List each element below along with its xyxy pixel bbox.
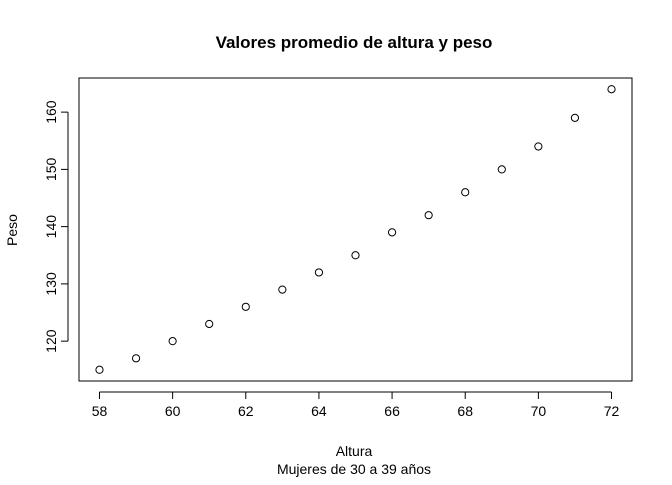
y-tick-label: 160 xyxy=(43,100,59,124)
data-point xyxy=(168,337,177,346)
data-point xyxy=(424,211,433,220)
x-tick-label: 66 xyxy=(384,403,400,419)
data-point xyxy=(534,142,543,151)
x-tick-label: 72 xyxy=(604,403,620,419)
data-point xyxy=(205,319,214,329)
x-tick-label: 60 xyxy=(165,403,181,419)
x-tick-label: 58 xyxy=(92,403,108,419)
x-axis-label: Altura xyxy=(336,443,373,459)
x-axis: 58 60 62 64 66 68 70 72 xyxy=(92,391,620,419)
data-point xyxy=(461,188,470,197)
x-tick-label: 62 xyxy=(238,403,254,419)
data-point xyxy=(278,285,287,294)
y-tick-label: 120 xyxy=(43,329,59,353)
data-points xyxy=(95,85,616,374)
data-point xyxy=(497,165,506,174)
data-point xyxy=(241,302,250,311)
x-tick-label: 68 xyxy=(457,403,473,419)
data-point xyxy=(607,85,616,94)
y-axis-label: Peso xyxy=(4,214,20,246)
data-point xyxy=(570,113,580,122)
x-tick-label: 70 xyxy=(531,403,547,419)
y-tick-label: 130 xyxy=(43,272,59,296)
data-point xyxy=(387,228,397,237)
y-axis: 120 130 140 150 160 xyxy=(43,100,69,353)
x-tick-label: 64 xyxy=(311,403,327,419)
y-tick-label: 140 xyxy=(43,215,59,239)
data-point xyxy=(314,268,324,277)
chart-title: Valores promedio de altura y peso xyxy=(216,33,493,52)
data-point xyxy=(131,354,141,363)
x-axis-subtitle: Mujeres de 30 a 39 años xyxy=(277,461,431,477)
y-tick-label: 150 xyxy=(43,157,59,181)
data-point xyxy=(95,365,104,374)
plot-area-frame xyxy=(78,77,633,382)
data-point xyxy=(351,251,360,260)
